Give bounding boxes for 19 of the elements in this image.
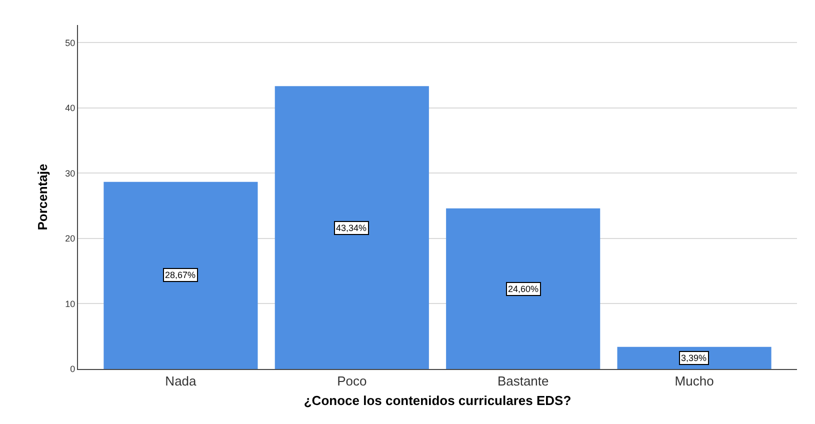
y-tick-label: 40 bbox=[65, 103, 76, 114]
x-tick-label: Nada bbox=[165, 374, 198, 389]
bar bbox=[446, 208, 600, 369]
bar bbox=[274, 86, 429, 369]
y-tick-label: 50 bbox=[65, 38, 76, 48]
y-tick-label: 10 bbox=[65, 298, 76, 309]
data-label: 3,39% bbox=[681, 353, 707, 363]
data-label: 24,60% bbox=[508, 284, 539, 294]
data-label: 43,34% bbox=[336, 223, 367, 233]
y-tick-label: 20 bbox=[65, 234, 76, 244]
y-tick-label: 0 bbox=[70, 364, 76, 374]
x-tick-label: Bastante bbox=[497, 374, 549, 389]
x-tick-label: Mucho bbox=[674, 374, 714, 389]
data-label: 28,67% bbox=[165, 270, 196, 280]
y-tick-label: 30 bbox=[65, 168, 76, 178]
bar bbox=[104, 182, 258, 369]
x-axis-title: ¿Conoce los contenidos curriculares EDS? bbox=[304, 393, 572, 408]
y-axis-title: Porcentaje bbox=[35, 164, 50, 230]
x-tick-label: Poco bbox=[337, 374, 367, 389]
